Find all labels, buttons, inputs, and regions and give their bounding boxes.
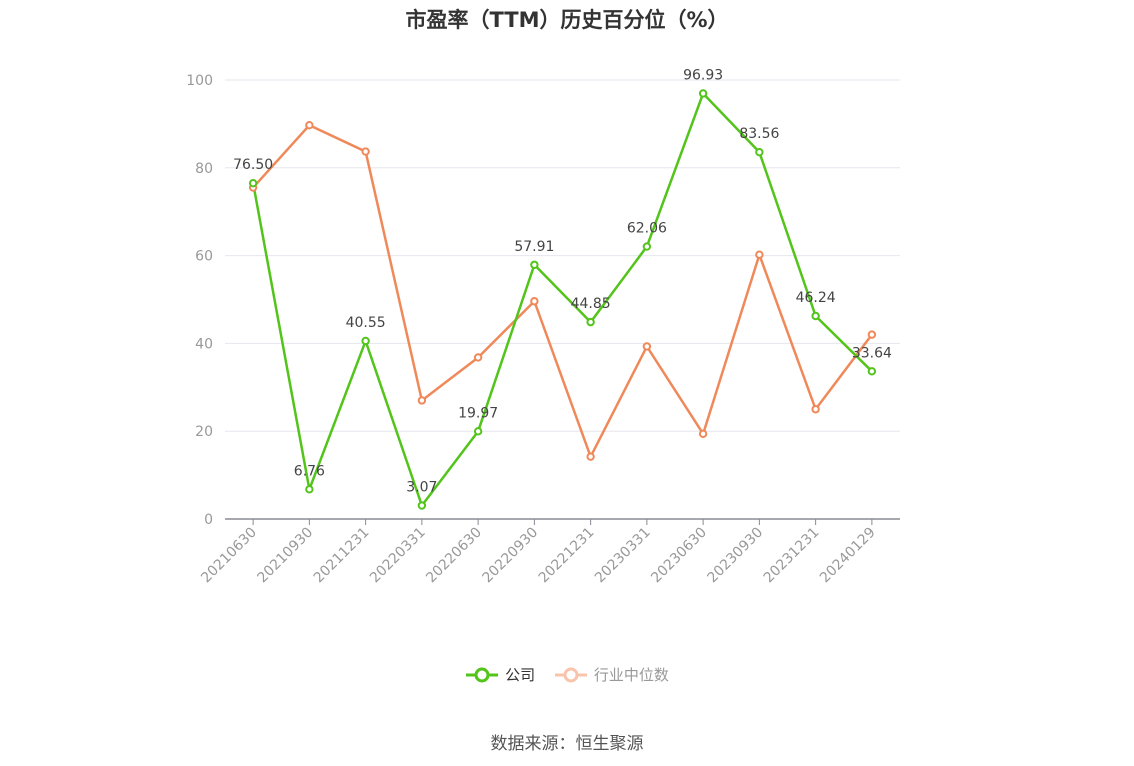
data-label-company: 57.91 [514, 239, 554, 255]
y-tick-label: 40 [195, 336, 213, 352]
x-tick-label: 20230630 [648, 525, 710, 587]
data-label-company: 33.64 [852, 345, 892, 361]
y-tick-label: 80 [195, 161, 213, 177]
data-point-industry-median [755, 250, 764, 259]
data-point-company [642, 242, 652, 251]
data-label-company: 62.06 [627, 221, 667, 237]
data-point-company [755, 147, 764, 157]
data-label-company: 46.24 [796, 290, 836, 306]
data-point-industry-median [305, 121, 314, 130]
series-lines [251, 92, 873, 507]
legend-label-industry-median: 行业中位数 [593, 666, 669, 684]
y-tick-label: 60 [195, 249, 213, 265]
legend: 公司 行业中位数 [0, 664, 1134, 687]
data-point-company [698, 89, 708, 98]
data-point-industry-median [867, 330, 877, 339]
data-point-company [417, 501, 427, 510]
legend-label-company: 公司 [505, 666, 536, 684]
data-point-industry-median [642, 342, 652, 351]
x-tick-label: 20221231 [536, 525, 598, 587]
data-point-industry-median [361, 147, 370, 156]
legend-marker-company-icon [466, 667, 499, 682]
series-line-industry-median [252, 123, 873, 458]
x-axis [225, 518, 900, 525]
x-tick-label: 20220630 [423, 525, 485, 587]
data-point-company [586, 317, 595, 327]
legend-item-company[interactable]: 公司 [465, 664, 535, 685]
x-tick-label: 20240129 [817, 525, 879, 587]
data-label-company: 44.85 [571, 296, 611, 312]
x-tick-label: 20230331 [592, 525, 654, 587]
data-point-company [361, 336, 370, 346]
data-label-company: 19.97 [458, 405, 498, 421]
data-point-company [248, 178, 258, 188]
x-axis-ticks: 2021063020210930202112312022033120220630… [198, 525, 878, 587]
series-line-company [251, 92, 873, 507]
data-point-company [305, 485, 314, 494]
data-point-company [530, 260, 539, 269]
x-tick-label: 20211231 [311, 525, 373, 587]
y-axis-ticks: 0 20 40 60 80 100 [186, 73, 213, 528]
data-point-industry-median [417, 396, 427, 405]
chart-title: 市盈率（TTM）历史百分位（%） [405, 8, 729, 32]
legend-item-industry-median[interactable]: 行业中位数 [554, 664, 669, 685]
x-tick-label: 20220930 [479, 525, 541, 587]
x-tick-label: 20230930 [704, 525, 766, 587]
data-label-company: 83.56 [739, 126, 779, 142]
data-label-company: 6.76 [294, 463, 325, 479]
data-point-company [811, 311, 820, 321]
y-tick-label: 100 [186, 73, 213, 89]
data-point-industry-median [811, 405, 820, 414]
data-label-company: 3.07 [406, 480, 437, 496]
data-point-industry-median [586, 452, 595, 461]
data-label-company: 76.50 [233, 157, 273, 173]
series-points [248, 89, 877, 510]
data-point-industry-median [530, 297, 539, 306]
data-label-company: 96.93 [683, 67, 723, 83]
x-tick-label: 20220331 [367, 525, 429, 587]
y-tick-label: 20 [195, 424, 213, 440]
data-point-industry-median [473, 353, 483, 362]
source-note: 数据来源：恒生聚源 [490, 734, 644, 754]
data-labels: 76.50 6.76 40.55 3.07 19.97 57.91 44.85 62.06 96… [233, 67, 892, 495]
legend-marker-industry-median-icon [554, 667, 587, 682]
data-label-company: 40.55 [346, 315, 386, 331]
y-tick-label: 0 [204, 512, 213, 528]
grid-lines [225, 79, 900, 432]
data-point-company [473, 427, 483, 436]
data-point-company [867, 367, 877, 376]
data-point-industry-median [698, 429, 708, 439]
x-tick-label: 20231231 [761, 525, 823, 587]
x-tick-label: 20210930 [254, 525, 316, 587]
x-tick-label: 20210630 [198, 525, 260, 587]
